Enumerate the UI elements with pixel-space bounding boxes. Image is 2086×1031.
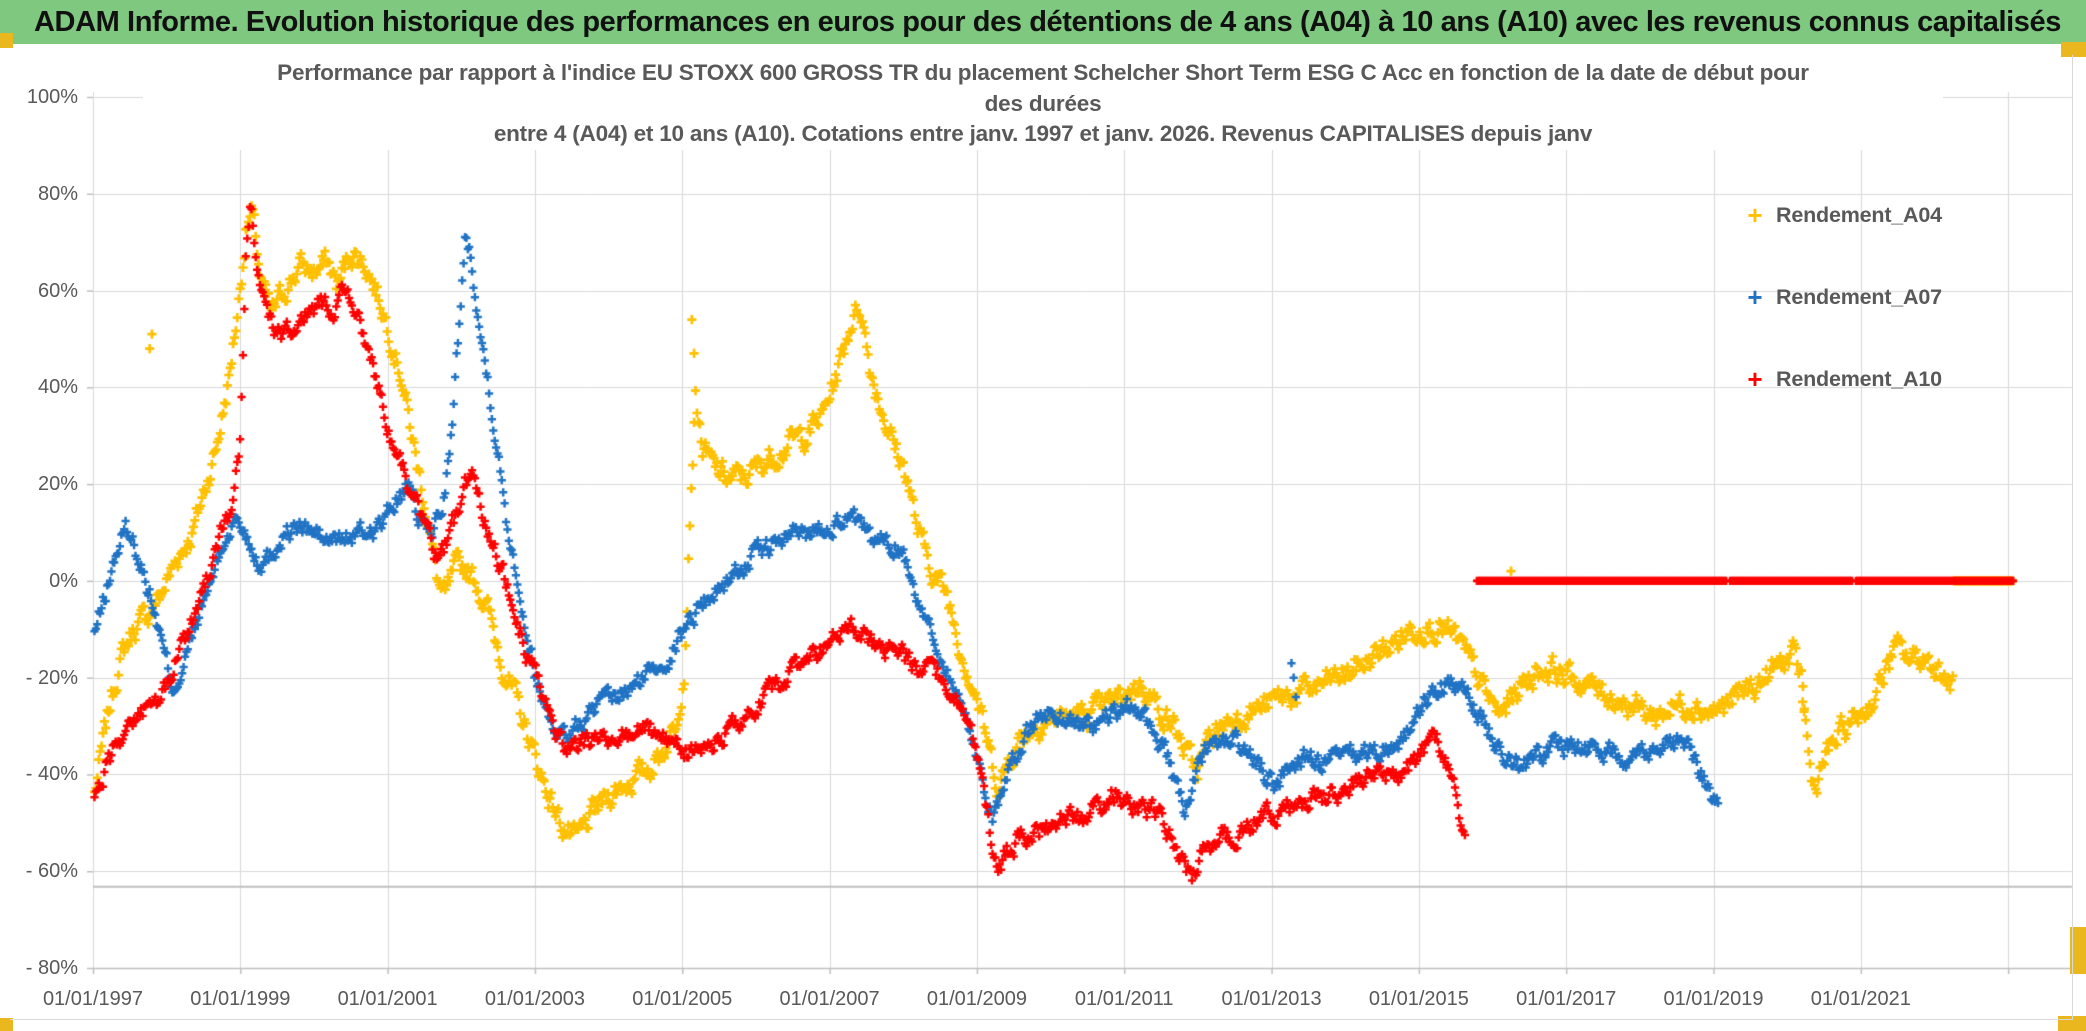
x-axis-label: 01/01/2005: [632, 988, 733, 1010]
y-axis-label: 0%: [49, 569, 78, 592]
slide-border-accent: [0, 1018, 13, 1031]
chart-title: Performance par rapport à l'indice EU ST…: [143, 58, 1943, 150]
chart-outer-border-right: [2072, 55, 2073, 1019]
y-axis-label: 100%: [26, 86, 78, 108]
plus-marker-icon: +: [1747, 282, 1763, 312]
title-bar: ADAM Informe. Evolution historique des p…: [0, 0, 2086, 44]
x-axis-label: 01/01/2009: [926, 988, 1027, 1010]
legend-item-rendement-a10: + Rendement_A10: [1742, 364, 1942, 394]
y-axis-label: 60%: [37, 279, 78, 302]
x-axis-label: 01/01/2021: [1810, 988, 1911, 1010]
x-axis-label: 01/01/2001: [337, 988, 438, 1010]
page-title: ADAM Informe. Evolution historique des p…: [34, 5, 2061, 38]
x-axis-label: 01/01/2011: [1074, 988, 1174, 1010]
chart-title-line-3: entre 4 (A04) et 10 ans (A10). Cotations…: [493, 121, 1593, 146]
slide-border-accent: [2061, 42, 2086, 57]
x-axis-label: 01/01/2017: [1516, 988, 1617, 1010]
y-axis-label: - 80%: [25, 957, 78, 979]
plus-marker-icon: +: [1747, 200, 1763, 230]
legend-item-rendement-a04: + Rendement_A04: [1742, 200, 1942, 230]
y-axis-label: 80%: [37, 182, 78, 205]
chart-title-line-2: des durées: [984, 90, 1102, 116]
y-axis-label: - 40%: [25, 763, 78, 786]
chart-title-line-1: Performance par rapport à l'indice EU ST…: [277, 60, 1809, 85]
slide-border-accent: [0, 33, 13, 48]
x-axis-label: 01/01/2003: [484, 988, 585, 1010]
plus-marker-icon: +: [1747, 364, 1763, 394]
legend-label: Rendement_A07: [1776, 284, 1942, 309]
legend-label: Rendement_A10: [1776, 366, 1942, 391]
x-axis-label: 01/01/2015: [1368, 988, 1469, 1010]
y-axis-label: 20%: [37, 473, 78, 496]
x-axis-label: 01/01/2007: [779, 988, 880, 1010]
x-axis-label: 01/01/2019: [1663, 988, 1764, 1010]
y-axis-label: 40%: [37, 376, 78, 399]
legend-label: Rendement_A04: [1776, 202, 1942, 227]
legend-item-rendement-a07: + Rendement_A07: [1742, 282, 1942, 312]
chart-outer-border-bottom: [10, 1019, 2073, 1020]
y-axis-label: - 60%: [25, 860, 78, 883]
x-axis-label: 01/01/2013: [1221, 988, 1322, 1010]
slide-border-accent: [2070, 927, 2086, 974]
x-axis-label: 01/01/1999: [190, 988, 291, 1010]
x-axis-label: 01/01/1997: [42, 988, 144, 1010]
y-axis-label: - 20%: [25, 666, 78, 689]
